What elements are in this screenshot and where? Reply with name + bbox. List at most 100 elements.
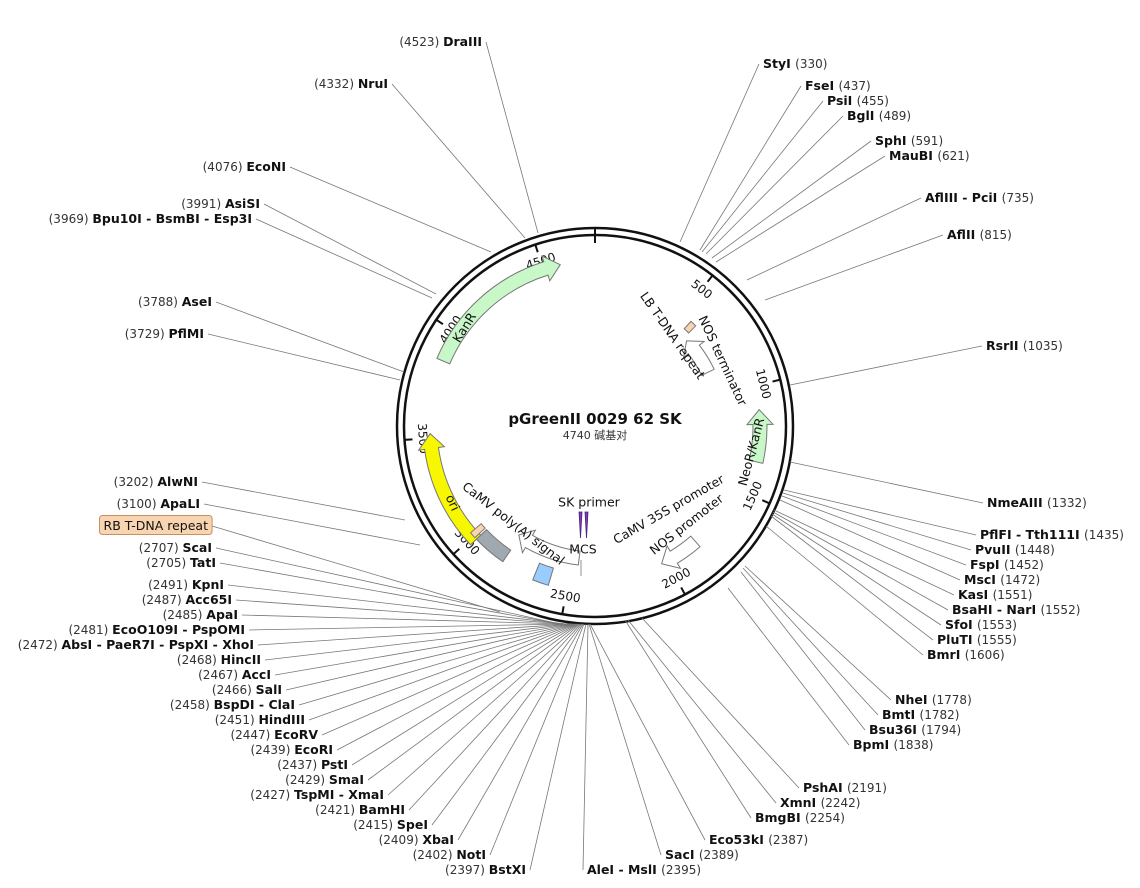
site-label: KasI (1551)	[958, 587, 1032, 602]
site-label: PflFI - Tth111I (1435)	[980, 527, 1124, 542]
site-leader	[779, 499, 961, 581]
site-label: SacI (2389)	[665, 847, 739, 862]
site-label: AflIII - PciI (735)	[925, 190, 1034, 205]
site-leader	[641, 617, 800, 789]
site-label: SfoI (1553)	[945, 617, 1017, 632]
tick-mark	[404, 438, 413, 441]
site-label: AflII (815)	[947, 227, 1012, 242]
site-leader	[227, 584, 567, 625]
site-label: XmnI (2242)	[780, 795, 860, 810]
tick-mark	[680, 586, 686, 595]
site-label: BglI (489)	[847, 108, 911, 123]
site-label: PsiI (455)	[827, 93, 889, 108]
site-leader	[781, 495, 967, 566]
site-label: (2481) EcoO109I - PspOMI	[68, 622, 245, 637]
site-label: PvuII (1448)	[975, 542, 1055, 557]
tick-mark	[706, 274, 714, 283]
site-label: (2487) Acc65I	[142, 592, 232, 607]
site-label: BsaHI - NarI (1552)	[952, 602, 1080, 617]
label-mcs: MCS	[569, 542, 597, 557]
site-label: FspI (1452)	[970, 557, 1044, 572]
site-leader	[489, 623, 585, 856]
site-leader	[285, 623, 574, 691]
site-leader	[201, 481, 406, 521]
site-label: (2421) BamHI	[315, 802, 405, 817]
site-label: PluTI (1555)	[937, 632, 1017, 647]
site-label: StyI (330)	[763, 56, 827, 71]
feature-rb-marker	[469, 522, 486, 539]
site-leader	[408, 623, 582, 811]
feature-mcs	[532, 562, 555, 586]
site-label: (2409) XbaI	[379, 832, 454, 847]
label-lb-tdna: LB T-DNA repeat	[637, 289, 708, 382]
site-leader	[257, 623, 571, 646]
site-leader	[765, 525, 924, 656]
label-sk-primer: SK primer	[558, 495, 621, 510]
feature-camv-polya	[475, 528, 512, 563]
site-leader	[711, 140, 872, 259]
site-label: RB T-DNA repeat	[104, 518, 209, 533]
site-leader	[624, 619, 752, 819]
site-label: (2705) TatI	[146, 555, 216, 570]
site-leader	[298, 623, 575, 706]
site-leader	[235, 599, 568, 625]
site-leader	[764, 234, 944, 301]
site-label: (2468) HincII	[177, 652, 261, 667]
site-leader	[387, 623, 581, 796]
site-label: BpmI (1838)	[853, 737, 933, 752]
site-label: (2491) KpnI	[148, 577, 224, 592]
tick-label: 500	[688, 277, 715, 302]
site-leader	[772, 511, 949, 611]
tick-mark	[761, 499, 770, 505]
tick-mark	[772, 378, 781, 383]
site-leader	[771, 513, 942, 626]
site-label: BmgBI (2254)	[755, 810, 845, 825]
plasmid-size: 4740 碱基对	[563, 428, 628, 442]
site-label: (2439) EcoRI	[250, 742, 333, 757]
site-leader	[241, 614, 569, 625]
feature-nos-promoter	[661, 535, 701, 570]
site-leader	[457, 623, 584, 841]
site-leader	[699, 85, 802, 251]
tick-mark	[534, 244, 539, 253]
site-leader	[529, 623, 587, 871]
site-label: (4523) DraIII	[399, 34, 482, 49]
site-leader	[274, 623, 573, 676]
site-leader	[367, 623, 580, 781]
site-leader	[588, 623, 662, 856]
site-leader	[431, 623, 583, 826]
site-leader	[783, 489, 977, 536]
site-label: (2415) SpeI	[353, 817, 428, 832]
feature-lb-tdna	[683, 320, 697, 334]
rb-tdna-box	[99, 515, 213, 535]
feature-camv35s	[518, 529, 581, 566]
site-label: (3729) PflMI	[125, 326, 204, 341]
site-label: NheI (1778)	[895, 692, 972, 707]
site-label: Eco53kI (2387)	[709, 832, 808, 847]
site-label: AleI - MslI (2395)	[587, 862, 701, 877]
feature-ori	[417, 432, 482, 546]
site-label: (2402) NotI	[413, 847, 486, 862]
feature-kanr	[436, 255, 561, 365]
site-label: (3991) AsiSI	[181, 196, 260, 211]
site-leader	[773, 509, 955, 596]
site-label: BmtI (1782)	[882, 707, 959, 722]
tick-label: 1000	[753, 367, 774, 400]
site-leader	[627, 619, 777, 804]
site-leader	[264, 623, 572, 661]
site-leader	[715, 155, 886, 263]
site-label: (2451) HindIII	[215, 712, 305, 727]
label-ori: ori	[443, 492, 463, 513]
site-label: (3969) Bpu10I - BsmBI - Esp3I	[49, 211, 252, 226]
plasmid-name: pGreenII 0029 62 SK	[508, 410, 683, 428]
site-label: (3202) AlwNI	[114, 474, 198, 489]
site-leader	[582, 623, 589, 871]
tick-mark	[435, 318, 444, 326]
site-label: (3100) ApaLI	[117, 496, 200, 511]
site-leader	[770, 515, 934, 641]
site-label: BmrI (1606)	[927, 647, 1005, 662]
site-label: (2427) TspMI - XmaI	[250, 787, 384, 802]
site-leader	[789, 461, 984, 504]
site-label: Bsu36I (1794)	[869, 722, 961, 737]
site-label: (2397) BstXI	[445, 862, 526, 877]
